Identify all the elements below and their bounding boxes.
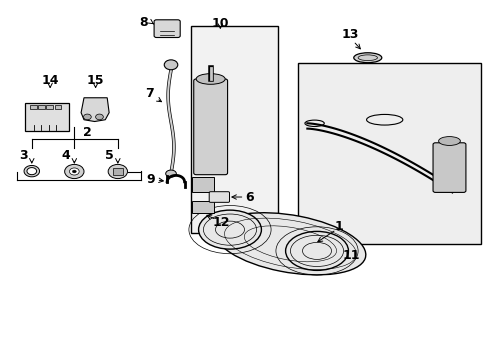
- Bar: [30, 104, 37, 109]
- Bar: [54, 104, 61, 109]
- Ellipse shape: [165, 170, 176, 177]
- Text: 15: 15: [87, 73, 104, 86]
- Circle shape: [72, 170, 76, 173]
- Ellipse shape: [353, 53, 381, 63]
- Ellipse shape: [196, 74, 224, 84]
- Text: 14: 14: [41, 73, 59, 86]
- Text: 8: 8: [140, 16, 148, 29]
- Text: 12: 12: [212, 216, 229, 229]
- Text: 7: 7: [144, 87, 153, 100]
- Ellipse shape: [198, 210, 261, 249]
- FancyBboxPatch shape: [432, 143, 465, 192]
- Ellipse shape: [215, 213, 365, 275]
- Text: 11: 11: [342, 249, 359, 262]
- FancyBboxPatch shape: [209, 192, 229, 202]
- Bar: [38, 104, 45, 109]
- Bar: [113, 168, 122, 175]
- Bar: [297, 63, 480, 244]
- Circle shape: [95, 114, 103, 120]
- FancyBboxPatch shape: [24, 103, 68, 131]
- Ellipse shape: [164, 60, 178, 70]
- Text: 4: 4: [61, 149, 70, 162]
- Circle shape: [64, 165, 84, 179]
- FancyBboxPatch shape: [154, 20, 180, 37]
- FancyBboxPatch shape: [192, 201, 213, 213]
- Circle shape: [108, 165, 127, 179]
- Text: 6: 6: [244, 190, 253, 203]
- Text: 13: 13: [341, 28, 358, 41]
- Bar: [191, 26, 278, 233]
- Polygon shape: [81, 98, 109, 122]
- FancyBboxPatch shape: [192, 177, 213, 192]
- Text: 10: 10: [211, 17, 228, 30]
- Text: 5: 5: [104, 149, 113, 162]
- Text: 3: 3: [19, 149, 27, 162]
- Ellipse shape: [438, 136, 459, 145]
- Circle shape: [69, 168, 79, 175]
- Ellipse shape: [285, 231, 348, 270]
- Bar: [46, 104, 53, 109]
- FancyBboxPatch shape: [193, 79, 227, 175]
- Text: 1: 1: [334, 220, 343, 233]
- Text: 9: 9: [145, 173, 154, 186]
- Text: 2: 2: [83, 126, 92, 139]
- Circle shape: [83, 114, 91, 120]
